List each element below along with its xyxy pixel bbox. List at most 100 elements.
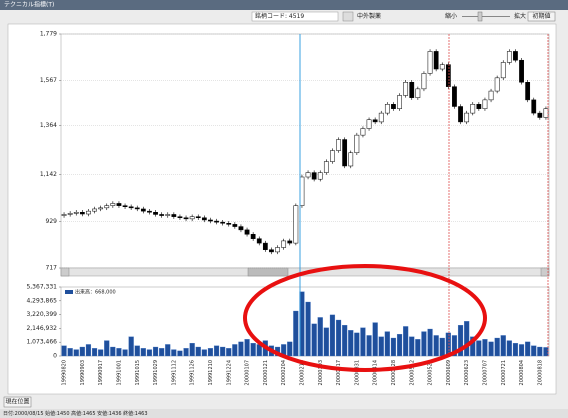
volume-bar: [171, 349, 177, 357]
candle-body: [525, 82, 531, 101]
volume-bar: [250, 342, 256, 357]
volume-bar: [226, 348, 232, 357]
candle-body: [519, 59, 524, 83]
volume-bar: [238, 341, 244, 357]
volume-bar: [415, 339, 421, 357]
scroll-thumb[interactable]: [247, 267, 289, 277]
x-tick-label: 20000414: [373, 360, 379, 385]
volume-bar: [354, 332, 360, 357]
volume-bar: [67, 348, 73, 357]
candle-body: [543, 108, 549, 118]
position-button[interactable]: [3, 396, 32, 408]
volume-bar: [329, 314, 336, 357]
volume-bar: [482, 339, 488, 357]
volume-bar: [384, 331, 390, 357]
candle-body: [330, 150, 335, 162]
x-tick-label: 20000428: [391, 360, 397, 385]
volume-bar: [543, 347, 549, 357]
volume-bar: [537, 346, 543, 357]
volume-bar: [323, 327, 329, 357]
candle-body: [372, 119, 378, 123]
candle-body: [378, 112, 384, 123]
candle-body: [98, 207, 104, 210]
candle-body: [128, 206, 134, 209]
candle-body: [433, 51, 439, 70]
candle-body: [275, 247, 280, 253]
x-tick-label: 19991126: [190, 360, 196, 385]
volume-bar: [293, 310, 299, 357]
x-tick-label: 20000331: [354, 360, 360, 385]
x-tick-label: 20000121: [263, 360, 269, 385]
volume-bar: [390, 337, 397, 357]
volume-bar: [305, 301, 311, 357]
x-tick-label: 19991210: [208, 360, 214, 385]
status-bar: [0, 409, 568, 418]
y-tick-label: 4,293,865: [26, 297, 57, 304]
candle-body: [67, 213, 73, 215]
x-tick-label: 20000818: [537, 360, 543, 385]
code-label: 銘柄コード: 4519: [255, 12, 304, 20]
candle-body: [201, 217, 207, 221]
volume-bar: [488, 341, 494, 357]
x-tick-label: 20000804: [519, 360, 525, 385]
candle-body: [366, 119, 372, 129]
volume-bar: [159, 348, 165, 357]
x-tick-label: 20000623: [464, 360, 470, 385]
y-tick-label: 1,073,466: [26, 339, 57, 346]
y-tick-label: 1,779: [40, 31, 57, 38]
candle-body: [317, 172, 323, 180]
candle-body: [323, 161, 329, 173]
volume-bar: [140, 348, 146, 357]
volume-bar: [421, 331, 427, 357]
candle-body: [269, 249, 274, 253]
volume-bar: [518, 344, 525, 357]
y-tick-label: 717: [46, 265, 58, 272]
y-tick-label: 1,142: [40, 171, 57, 178]
volume-bar: [165, 344, 171, 357]
candle-body: [232, 224, 238, 227]
candle-body: [476, 104, 482, 109]
candle-body: [244, 229, 250, 235]
candle-body: [397, 95, 402, 109]
candle-body: [482, 99, 488, 109]
candle-body: [445, 64, 451, 87]
reset-button[interactable]: [527, 11, 556, 22]
volume-bar: [366, 335, 372, 357]
candle-body: [195, 216, 201, 219]
volume-bar: [457, 324, 464, 357]
candle-body: [415, 88, 421, 98]
volume-bar: [98, 349, 104, 357]
x-tick-label: 20000107: [245, 360, 251, 385]
volume-bar: [189, 342, 195, 357]
x-tick-label: 19990917: [98, 360, 104, 385]
volume-bar: [396, 333, 403, 357]
candle-body: [250, 234, 256, 239]
title-bar: [0, 0, 568, 10]
candle-body: [79, 212, 85, 215]
volume-bar: [464, 321, 470, 357]
lookup-button[interactable]: [342, 11, 354, 22]
candle-body: [513, 51, 518, 61]
candle-body: [348, 152, 354, 167]
x-tick-label: 19991112: [171, 360, 177, 385]
zoom-thumb[interactable]: [477, 11, 483, 22]
candle-body: [116, 203, 122, 206]
candle-body: [488, 90, 494, 101]
volume-bar: [476, 340, 482, 357]
volume-bar: [433, 335, 439, 357]
volume-bar: [427, 328, 433, 357]
scroll-left[interactable]: [60, 267, 70, 277]
code-field[interactable]: [251, 11, 339, 22]
x-tick-label: 20000526: [428, 360, 434, 385]
candle-body: [153, 212, 158, 215]
y-tick-label: 0: [53, 353, 57, 360]
volume-bar: [213, 345, 220, 357]
candle-body: [171, 214, 177, 217]
x-tick-label: 20000218: [299, 360, 305, 385]
volume-bar: [104, 340, 110, 357]
volume-bar: [470, 336, 476, 357]
candle-body: [147, 210, 152, 213]
candle-body: [403, 82, 409, 96]
legend-swatch: [65, 290, 73, 294]
